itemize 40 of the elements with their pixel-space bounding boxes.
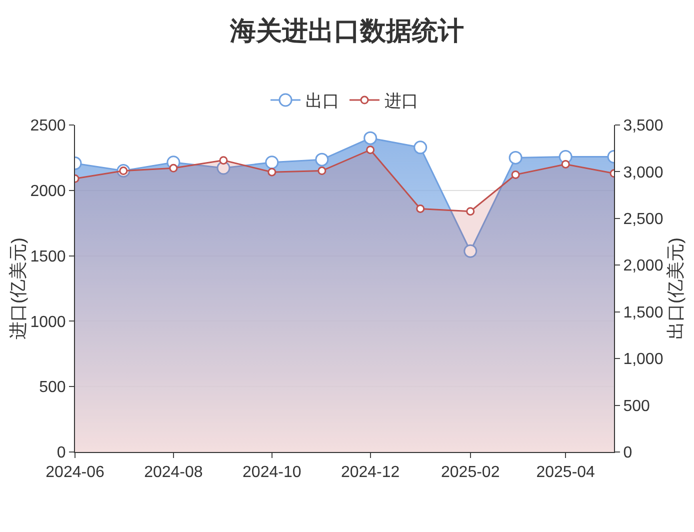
point <box>315 152 329 166</box>
y2-tick-label: 1,000 <box>623 351 664 368</box>
point <box>416 204 425 213</box>
y2-tick-label: 500 <box>623 398 650 415</box>
y-tick-label: 2000 <box>30 183 66 200</box>
y2-tick-label: 2,500 <box>623 211 664 228</box>
point <box>414 140 428 154</box>
point <box>511 170 520 179</box>
y-tick-label: 1500 <box>30 248 66 266</box>
legend-label: 进口 <box>384 92 418 111</box>
point <box>366 146 375 154</box>
chart-title: 海关进出口数据统计 <box>229 15 464 46</box>
y2-tick-label: 0 <box>623 444 632 462</box>
x-tick-label: 2024-06 <box>46 464 104 482</box>
y2-tick-label: 1,500 <box>623 304 664 322</box>
y-axis-title: 进口(亿美元) <box>8 238 28 340</box>
y2-tick-label: 3,000 <box>623 164 664 182</box>
y-tick-label: 500 <box>39 379 66 396</box>
y2-axis-title: 出口(亿美元) <box>665 238 686 340</box>
y-tick-label: 1000 <box>30 314 66 331</box>
y2-tick-label: 2,000 <box>623 258 664 275</box>
point <box>268 168 276 176</box>
x-tick-label: 2025-04 <box>536 464 596 482</box>
y-tick-label: 2500 <box>30 118 66 135</box>
point <box>464 244 478 258</box>
point <box>169 164 178 172</box>
point <box>508 150 522 164</box>
point <box>318 166 326 176</box>
x-tick-label: 2024-10 <box>242 464 302 482</box>
point <box>265 156 279 170</box>
x-tick-label: 2025-02 <box>441 464 500 482</box>
point <box>364 131 378 145</box>
point <box>219 156 228 165</box>
point <box>466 207 475 216</box>
legend-label: 出口 <box>306 92 340 111</box>
y2-tick-label: 3,500 <box>623 118 664 135</box>
x-tick-label: 2024-12 <box>340 464 400 482</box>
x-tick-label: 2024-08 <box>144 464 203 482</box>
y-tick-label: 0 <box>56 444 66 462</box>
point <box>561 160 570 168</box>
